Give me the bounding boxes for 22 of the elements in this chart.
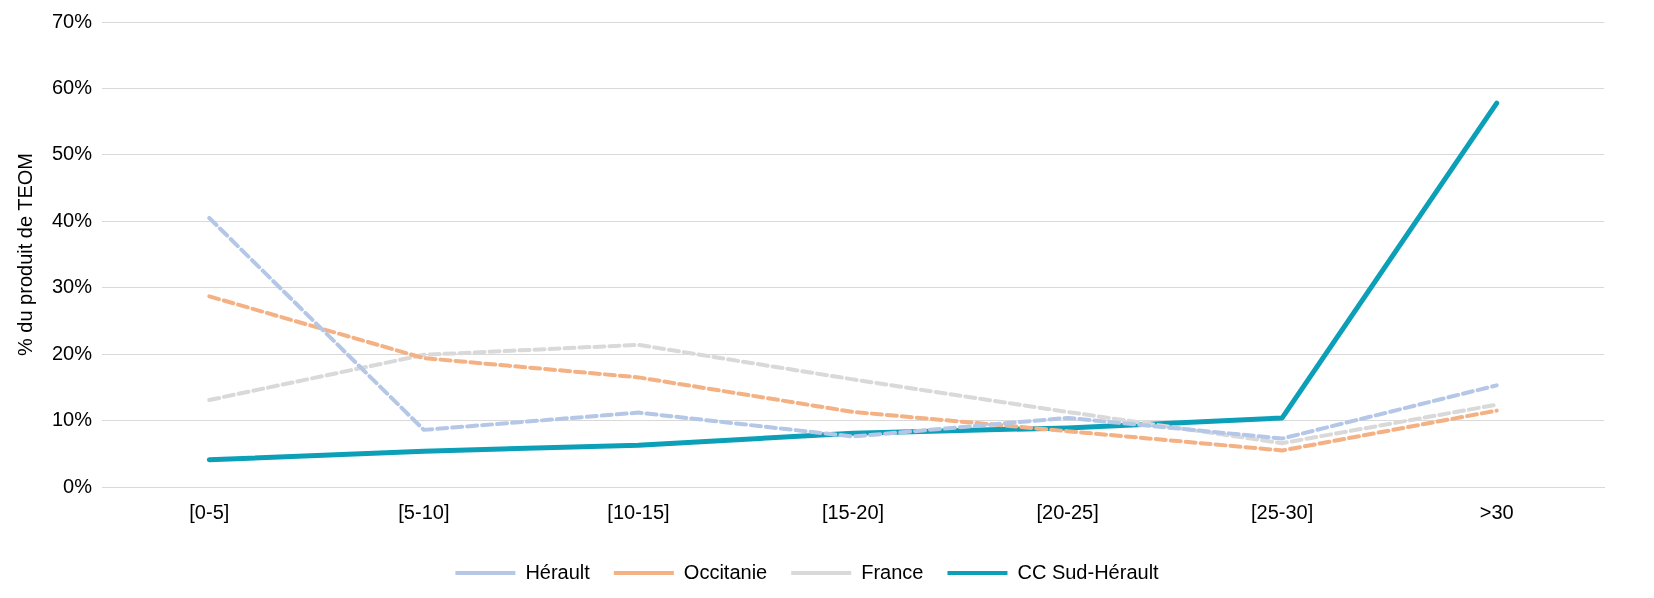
- x-tick-label: [25-30]: [1251, 500, 1314, 523]
- y-axis-title: % du produit de TEOM: [13, 152, 36, 357]
- x-tick-label: [10-15]: [607, 500, 670, 523]
- x-tick-label: >30: [1479, 500, 1514, 523]
- x-tick-label: [0-5]: [189, 500, 230, 523]
- legend-label: Hérault: [525, 560, 591, 583]
- y-tick-label: 60%: [52, 75, 93, 98]
- y-tick-label: 50%: [52, 142, 93, 165]
- y-tick-label: 30%: [52, 275, 93, 298]
- legend-label: Occitanie: [683, 560, 768, 583]
- y-tick-label: 10%: [52, 408, 93, 431]
- y-tick-label: 40%: [52, 208, 93, 231]
- y-tick-label: 20%: [52, 341, 93, 364]
- y-tick-label: 0%: [63, 474, 93, 497]
- line-series: [207, 215, 1499, 441]
- x-tick-label: [15-20]: [821, 500, 885, 523]
- x-tick-label: [20-25]: [1036, 500, 1099, 523]
- legend-label: France: [861, 560, 924, 583]
- x-tick-label: [5-10]: [398, 500, 450, 523]
- legend-label: CC Sud-Hérault: [1017, 560, 1160, 583]
- line-series: [207, 294, 1499, 453]
- y-tick-label: 70%: [52, 9, 93, 32]
